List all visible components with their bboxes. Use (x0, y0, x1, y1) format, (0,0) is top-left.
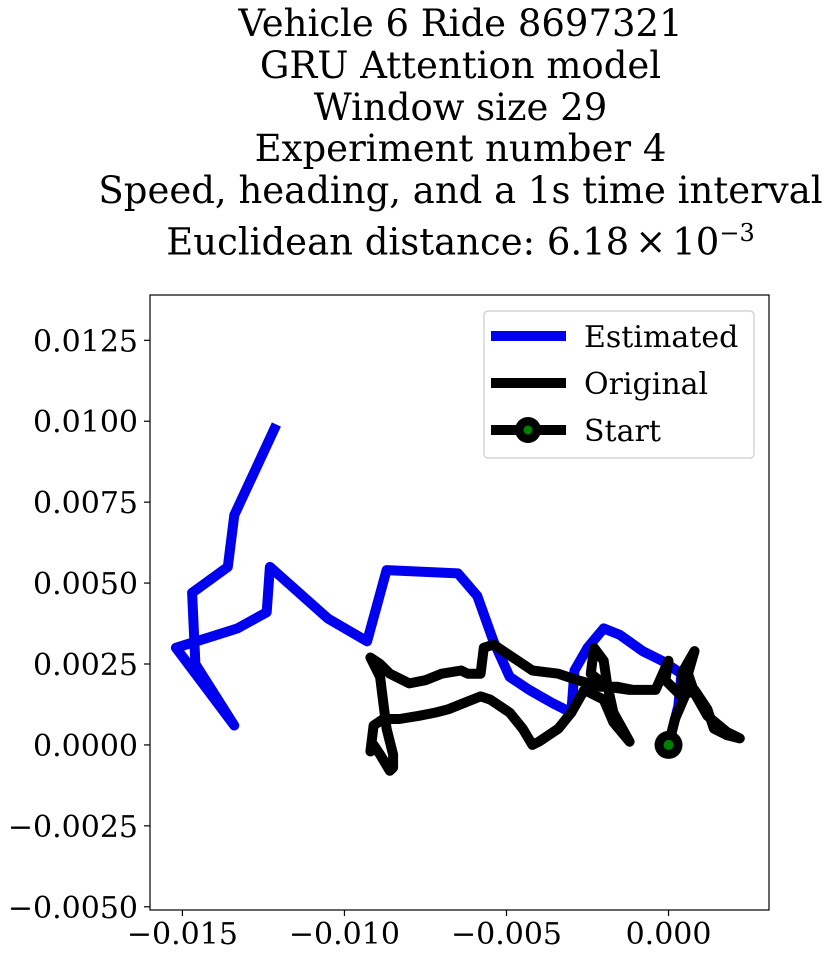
x-tick-label: −0.010 (289, 917, 400, 952)
legend: Estimated Original Start (483, 310, 755, 459)
y-tick-label: −0.0050 (8, 891, 138, 926)
y-tick-label: 0.0000 (33, 729, 138, 764)
legend-label-estimated: Estimated (584, 320, 738, 355)
title-line-1: Vehicle 6 Ride 8697321 (238, 2, 683, 45)
title-line-2: GRU Attention model (259, 44, 662, 87)
legend-label-original: Original (584, 367, 708, 402)
y-axis: 0.0125 0.0100 0.0075 0.0050 0.0025 0.0000 −0.0… (8, 324, 150, 926)
legend-label-start: Start (584, 414, 661, 449)
title-line-6: Euclidean distance: 6.18 × 10−3 (0, 213, 833, 262)
title-metric-exponent: −3 (719, 219, 755, 247)
title-metric-prefix: Euclidean distance: 6.18 (166, 220, 630, 264)
y-tick-label: 0.0075 (33, 486, 138, 521)
title-line-5: Speed, heading, and a 1s time interval (98, 169, 823, 212)
axes-frame (149, 294, 770, 911)
y-tick-label: 0.0050 (33, 567, 138, 602)
series-original-line (365, 639, 745, 776)
y-tick-label: 0.0025 (33, 648, 138, 683)
title-metric-base: 10 (672, 220, 720, 264)
x-axis: −0.015 −0.010 −0.005 0.000 (127, 910, 712, 952)
x-tick-label: 0.000 (626, 917, 712, 952)
y-tick-label: 0.0100 (33, 405, 138, 440)
title-metric-times: × (635, 220, 667, 264)
x-tick-label: −0.005 (451, 917, 562, 952)
series-estimated-line (170, 422, 687, 747)
start-marker-center (663, 739, 674, 750)
title-line-4: Experiment number 4 (254, 127, 667, 170)
title-line-3: Window size 29 (313, 86, 608, 129)
y-tick-label: 0.0125 (33, 324, 138, 359)
legend-start-marker-center (523, 425, 533, 435)
y-tick-label: −0.0025 (8, 810, 138, 845)
legend-box (483, 310, 755, 459)
x-tick-label: −0.015 (127, 917, 238, 952)
plot-area (170, 422, 745, 776)
